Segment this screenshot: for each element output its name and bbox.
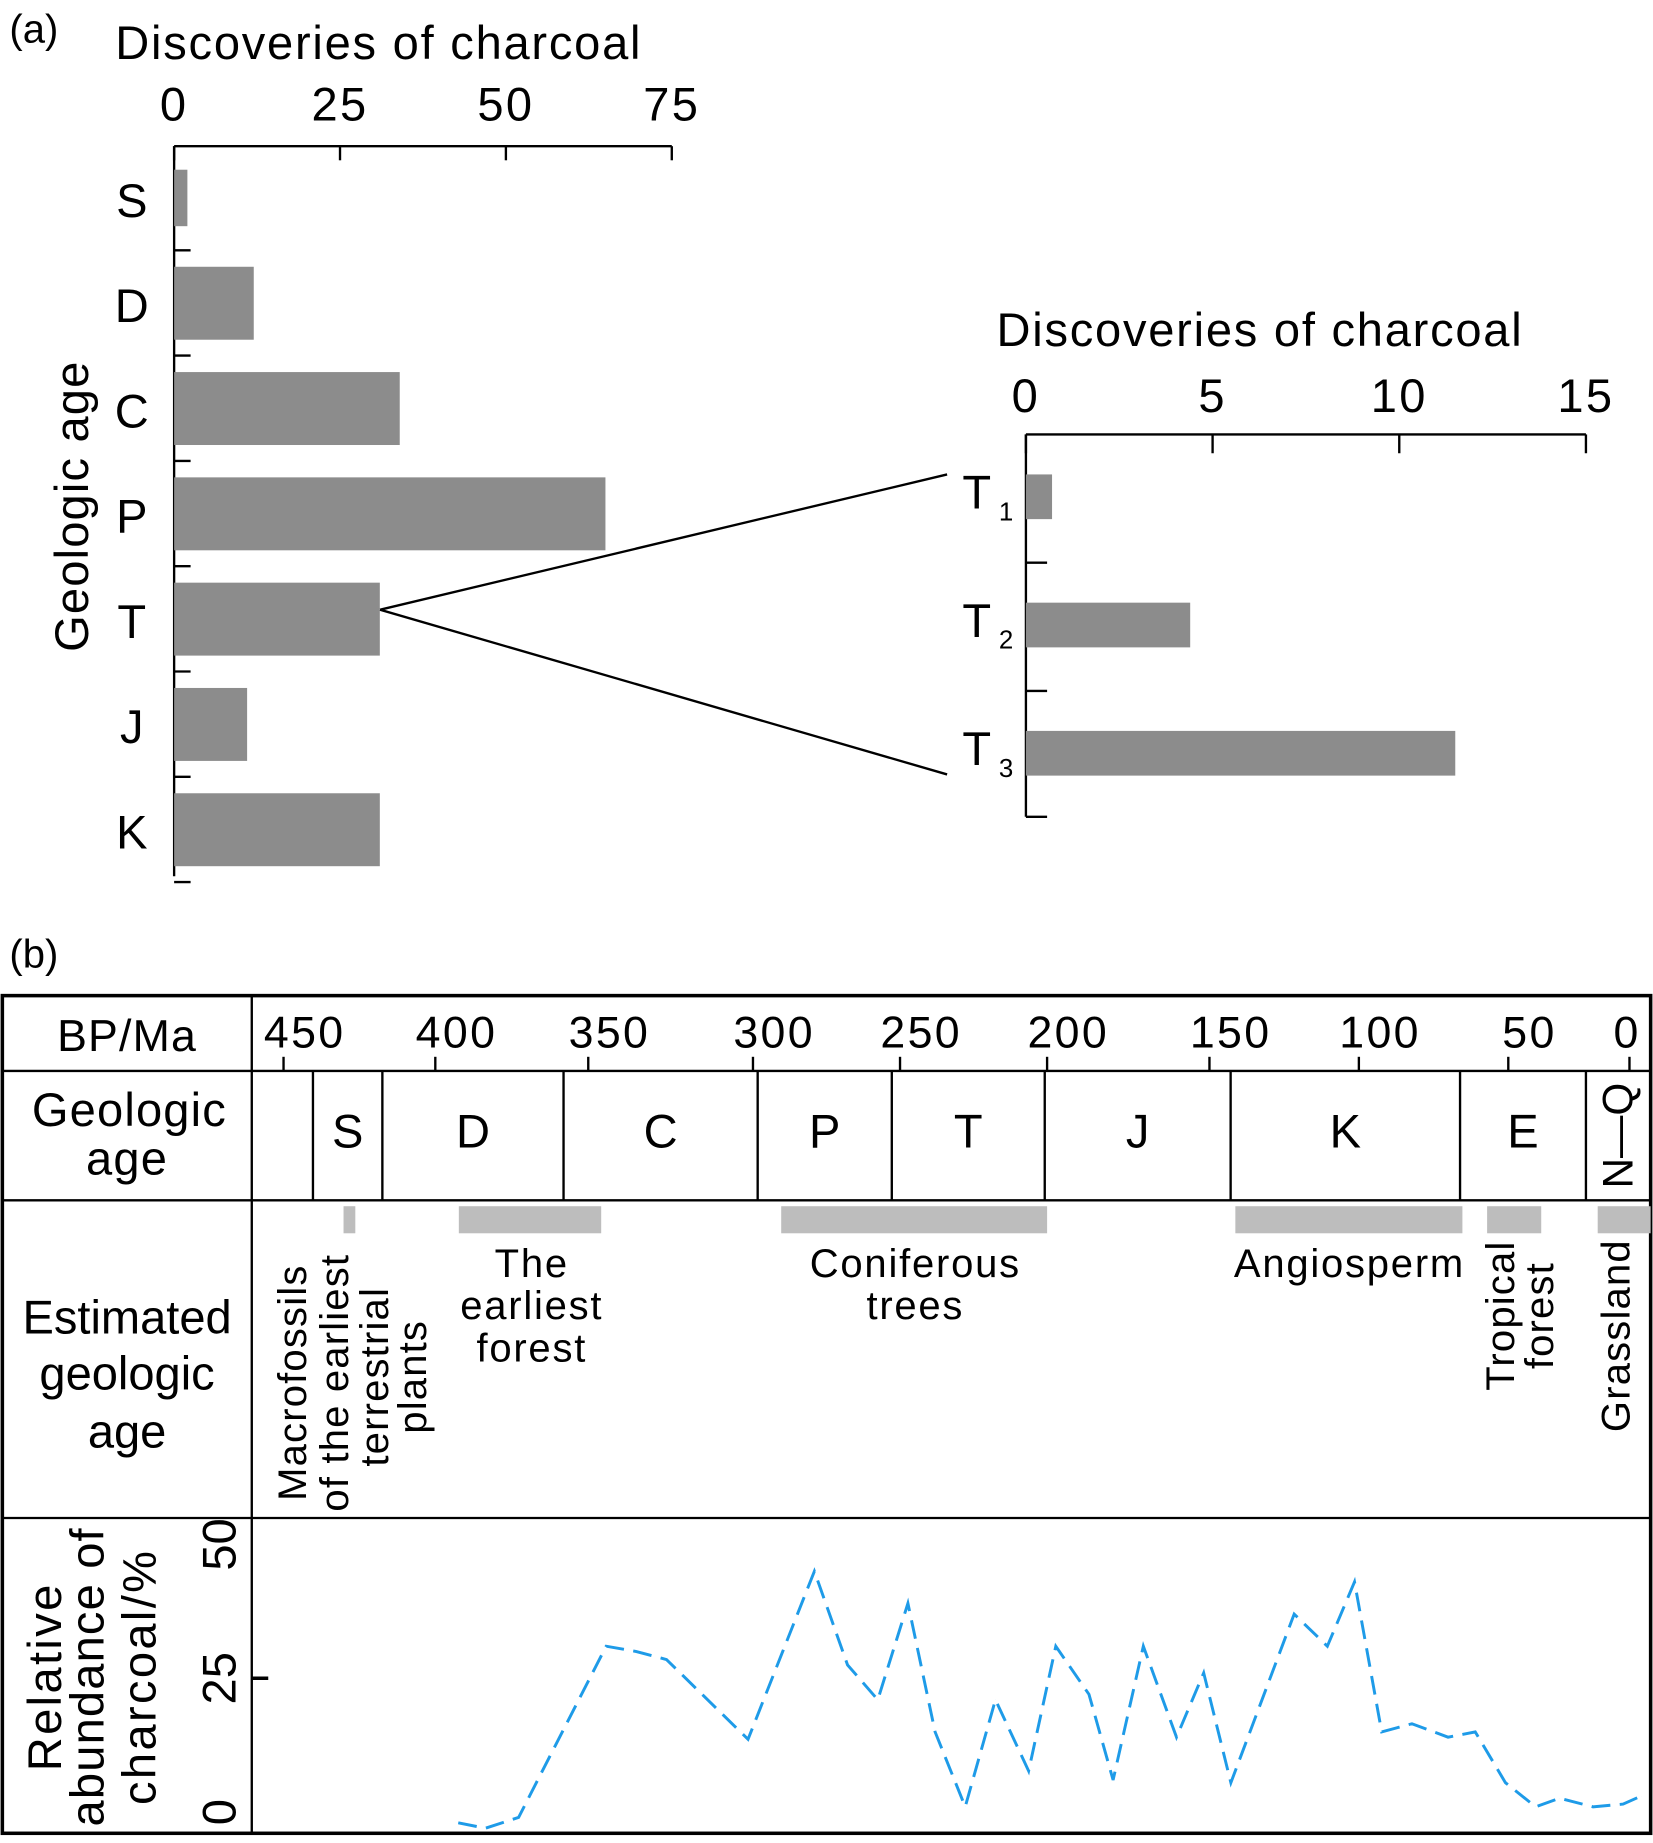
bar-D: [174, 266, 254, 340]
category-label-T3: T: [962, 722, 991, 775]
timeline-table: BP/Ma Geologic age Estimated geologic ag…: [0, 993, 1653, 1836]
period-label-NQ: N—Q: [1594, 1083, 1641, 1189]
event-label-line: of the earliest: [313, 1254, 357, 1512]
event-label-line: terrestrial: [353, 1287, 397, 1467]
time-tick-label: 0: [1614, 1008, 1641, 1057]
category-label-K: K: [116, 806, 147, 859]
chart-a-ylabel: Geologic age: [45, 361, 98, 652]
row-label-age-2: age: [86, 1131, 168, 1184]
time-tick-label: 200: [1027, 1008, 1109, 1057]
chart-a-title: Discoveries of charcoal: [115, 16, 642, 69]
row-label-time: BP/Ma: [57, 1012, 197, 1061]
category-label-C: C: [115, 384, 149, 437]
category-label-T2: T: [962, 594, 991, 647]
row-label-abundance-3: charcoal/%: [112, 1549, 165, 1805]
bar-J: [174, 687, 248, 761]
category-label-S: S: [116, 174, 147, 227]
event-bar: [1597, 1206, 1651, 1234]
bar-T1: [1025, 474, 1053, 520]
time-tick-label: 250: [880, 1008, 962, 1057]
event-label-line: Coniferous: [810, 1242, 1021, 1286]
abundance-tick-label: 50: [192, 1518, 245, 1570]
row-label-age-1: Geologic: [32, 1083, 227, 1136]
abundance-tick-label: 25: [192, 1652, 245, 1704]
period-label-P: P: [809, 1104, 840, 1157]
main-bar-chart: Discoveries of charcoal Geologic age 0 25…: [45, 16, 700, 884]
event-bar: [1487, 1206, 1542, 1234]
event-label-line: The: [495, 1242, 569, 1286]
event-label-line: plants: [391, 1320, 435, 1434]
x-tick-label: 15: [1557, 369, 1614, 422]
abundance-tick-label: 0: [192, 1799, 245, 1825]
event-bar: [458, 1206, 602, 1234]
category-label-D: D: [115, 279, 149, 332]
bar-C: [174, 372, 400, 446]
time-tick-label: 100: [1339, 1008, 1421, 1057]
period-label-J: J: [1126, 1104, 1150, 1157]
period-label-E: E: [1507, 1104, 1538, 1157]
row-label-abundance-2: abundance of: [61, 1527, 114, 1826]
panel-b-label: (b): [9, 932, 58, 976]
x-tick-label: 0: [1012, 369, 1041, 422]
event-bar: [343, 1206, 356, 1234]
category-subscript: 3: [999, 755, 1013, 783]
event-bar: [1235, 1206, 1463, 1234]
time-tick-label: 450: [264, 1008, 346, 1057]
x-tick-label: 10: [1371, 369, 1428, 422]
event-label-line: Angiosperm: [1234, 1242, 1465, 1286]
event-label-line: Grassland: [1594, 1239, 1638, 1432]
x-tick-label: 50: [477, 77, 534, 130]
abundance-line: [457, 1567, 1642, 1830]
event-bar: [781, 1206, 1048, 1234]
category-label-T: T: [117, 595, 146, 648]
bar-T3: [1025, 730, 1456, 776]
event-label-line: forest: [1518, 1262, 1562, 1369]
event-label-line: trees: [866, 1284, 964, 1328]
x-tick-label: 0: [160, 77, 189, 130]
event-label-line: Macrofossils: [271, 1264, 315, 1500]
bar-K: [174, 793, 380, 867]
period-label-C: C: [644, 1104, 678, 1157]
row-label-abundance-1: Relative: [18, 1582, 71, 1771]
row-label-estimated-3: age: [88, 1404, 166, 1457]
category-label-P: P: [116, 490, 147, 543]
time-tick-label: 350: [569, 1008, 651, 1057]
event-label-line: Tropical: [1479, 1241, 1523, 1391]
x-tick-label: 25: [311, 77, 368, 130]
period-label-K: K: [1330, 1104, 1361, 1157]
row-label-estimated-1: Estimated: [22, 1290, 231, 1343]
period-label-T: T: [954, 1104, 983, 1157]
time-tick-label: 300: [733, 1008, 815, 1057]
event-label-line: earliest: [460, 1284, 603, 1328]
bar-S: [174, 169, 188, 227]
chart-b-title: Discoveries of charcoal: [997, 303, 1524, 356]
row-label-estimated-2: geologic: [39, 1347, 214, 1400]
category-label-J: J: [120, 700, 144, 753]
category-subscript: 1: [999, 498, 1013, 526]
x-tick-label: 75: [643, 77, 700, 130]
time-tick-label: 50: [1502, 1008, 1556, 1057]
bar-P: [174, 477, 606, 551]
panel-a-label: (a): [9, 8, 58, 52]
event-label-line: forest: [476, 1327, 587, 1371]
zoom-connector-bottom: [379, 608, 948, 776]
period-label-D: D: [456, 1104, 490, 1157]
bar-T: [174, 582, 380, 656]
category-label-T1: T: [962, 466, 991, 519]
zoom-connector-top: [379, 473, 948, 611]
category-subscript: 2: [999, 627, 1013, 655]
triassic-inset-bar-chart: Discoveries of charcoal 0 5 10 15T 1T 2T 3: [962, 303, 1614, 818]
time-tick-label: 150: [1190, 1008, 1272, 1057]
period-label-S: S: [332, 1104, 363, 1157]
bar-T2: [1025, 602, 1191, 648]
x-tick-label: 5: [1198, 369, 1227, 422]
time-tick-label: 400: [416, 1008, 498, 1057]
